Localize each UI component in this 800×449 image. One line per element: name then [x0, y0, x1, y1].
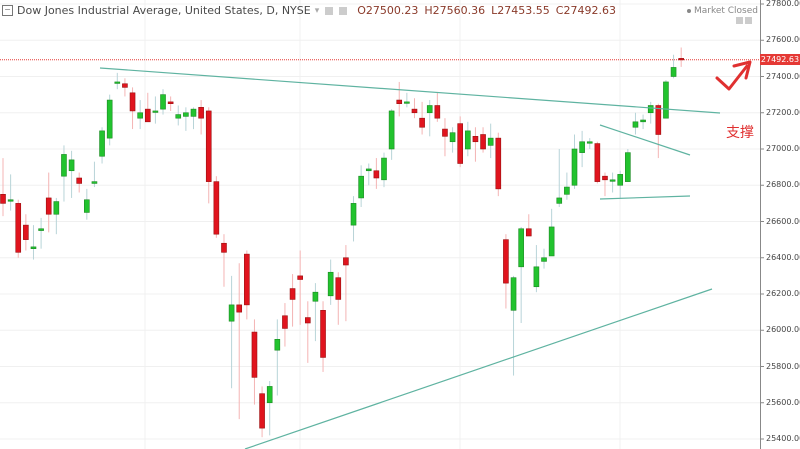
- price-tick: 26200.00: [766, 289, 800, 298]
- price-tick: 26400.00: [766, 252, 800, 262]
- price-tick: 25600.00: [766, 397, 800, 407]
- price-tick: 26800.00: [766, 180, 800, 190]
- market-buttons: [736, 17, 752, 24]
- price-tick: 25400.00: [766, 434, 800, 443]
- price-tick: 27600.00: [766, 35, 800, 45]
- price-tick: 26000.00: [766, 325, 800, 335]
- minus-square-icon[interactable]: −: [2, 5, 13, 16]
- last-price-label: 27492.63: [760, 54, 800, 66]
- support-annotation: 支撑: [726, 125, 754, 141]
- price-tick: 27400.00: [766, 71, 800, 81]
- market-status-text: Market Closed: [693, 6, 758, 16]
- market-status: Market Closed: [686, 6, 758, 16]
- alert-icon[interactable]: [745, 17, 752, 24]
- ohlc-low: L27453.55: [491, 4, 550, 17]
- price-tick: 27000.00: [766, 144, 800, 153]
- chevron-down-icon[interactable]: ▾: [314, 5, 320, 16]
- ohlc-high: H27560.36: [424, 4, 486, 17]
- price-tick: 27200.00: [766, 107, 800, 117]
- eye-icon[interactable]: [339, 6, 348, 15]
- symbol-title[interactable]: Dow Jones Industrial Average, United Sta…: [17, 4, 311, 17]
- price-tick: 27800.00: [766, 0, 800, 8]
- settings-icon[interactable]: [325, 6, 334, 15]
- status-dot-icon: [686, 8, 691, 13]
- ohlc-close: C27492.63: [555, 4, 616, 17]
- ohlc-open: O27500.23: [357, 4, 419, 17]
- chart-header: − Dow Jones Industrial Average, United S…: [2, 4, 616, 17]
- info-icon[interactable]: [736, 17, 743, 24]
- price-tick: 25800.00: [766, 361, 800, 371]
- price-tick: 26600.00: [766, 216, 800, 226]
